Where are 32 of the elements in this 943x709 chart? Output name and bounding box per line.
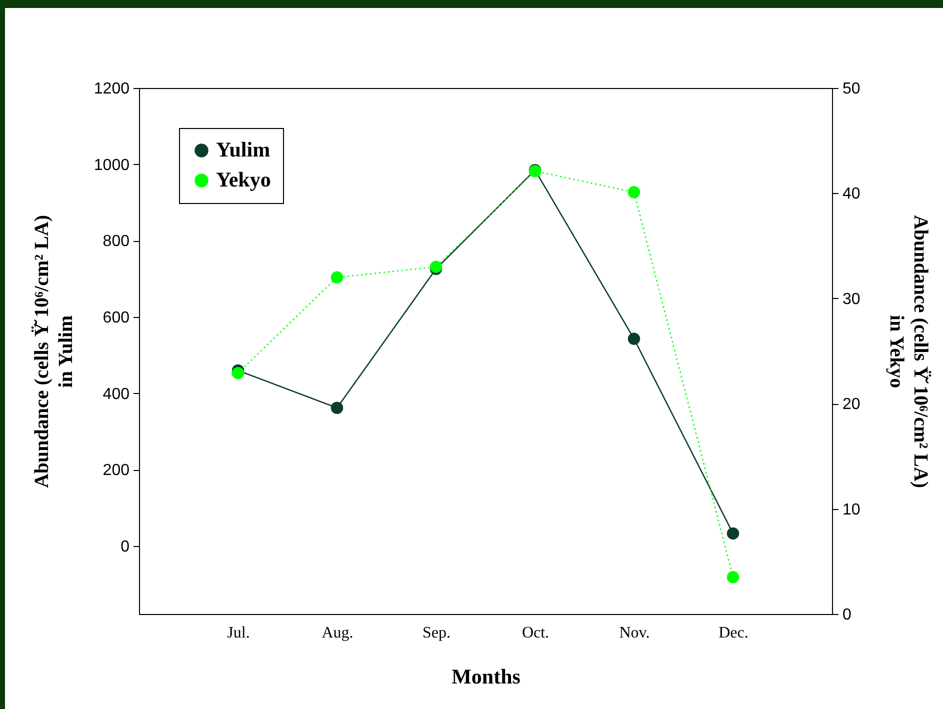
- y2-axis-title: Abundance (cells Ÿ̆ 10⁶/cm² LA) in Yekyo: [885, 214, 932, 488]
- x-tick-label: Nov.: [619, 624, 650, 642]
- point: [628, 186, 640, 198]
- point: [330, 271, 344, 284]
- point: [628, 332, 640, 345]
- y-tick-label: 200: [102, 462, 130, 480]
- y-tick-label: 1000: [94, 156, 130, 174]
- y2-tick-label: 0: [842, 606, 852, 624]
- y-axis-title: Abundance (cells Ÿ̆ 10⁶/cm² LA) in Yulim: [30, 214, 77, 488]
- legend-label: Yekyo: [216, 168, 271, 192]
- y-tick-label: 0: [120, 538, 130, 556]
- y-tick-label: 1200: [94, 80, 130, 98]
- point: [330, 402, 344, 414]
- x-tick-label: Jul.: [227, 624, 250, 642]
- point: [726, 571, 740, 584]
- x-axis-title: Months: [452, 664, 520, 688]
- x-tick-label: Oct.: [522, 624, 550, 642]
- x-tick-label: Sep.: [422, 624, 450, 642]
- y2-tick-label: 10: [842, 501, 860, 518]
- point: [430, 260, 442, 273]
- x-tick-label: Dec.: [718, 624, 748, 642]
- y2-tick-label: 50: [842, 80, 860, 98]
- point: [726, 527, 740, 540]
- x-tick-label: Aug.: [322, 624, 354, 642]
- y2-tick-label: 40: [842, 186, 860, 203]
- point: [232, 366, 244, 380]
- y2-tick-label: 30: [842, 290, 860, 308]
- y-tick-label: 800: [102, 233, 130, 250]
- y-tick-label: 400: [102, 386, 130, 403]
- y-tick-label: 600: [102, 310, 130, 327]
- y2-tick-label: 20: [842, 396, 860, 414]
- legend-label: Yulim: [216, 138, 271, 162]
